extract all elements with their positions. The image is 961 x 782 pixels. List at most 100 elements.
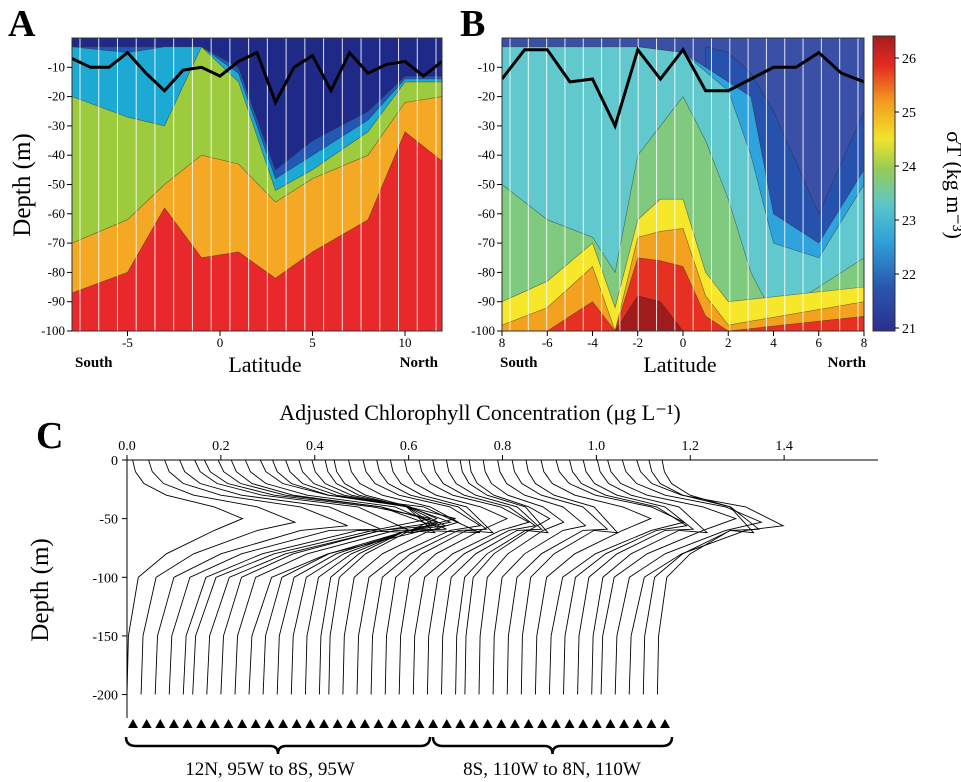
station-triangle: [291, 719, 302, 728]
y-tick-label: -150: [92, 630, 118, 645]
panel-a-north-label: North: [400, 355, 439, 371]
colorbar-label: σT (kg m⁻³): [942, 131, 961, 239]
y-tick-label: -30: [48, 118, 65, 133]
y-tick-label: -10: [478, 59, 495, 74]
y-tick-label: -50: [99, 513, 118, 528]
colorbar-tick-label: 26: [902, 52, 916, 67]
colorbar-gradient: [872, 35, 896, 332]
y-tick-label: -90: [48, 294, 65, 309]
x-tick-label: 1.2: [682, 439, 700, 454]
chlorophyll-profile: [182, 459, 415, 695]
contour-region-25-5: [502, 257, 864, 331]
x-tick-label: 0.0: [118, 439, 136, 454]
x-tick-label: 0.8: [494, 439, 512, 454]
colorbar-ticks: 21 22 23 24 25 26: [895, 52, 916, 337]
station-triangle: [155, 719, 166, 728]
station-triangle: [441, 719, 452, 728]
x-tick-label: 0.4: [306, 439, 324, 454]
colorbar: 21 22 23 24 25 26 σT (kg m⁻³): [872, 35, 961, 337]
chlorophyll-profile: [412, 459, 530, 695]
station-triangle: [632, 719, 643, 728]
y-tick-label: -100: [41, 323, 65, 338]
station-triangle: [523, 719, 534, 728]
x-tick-label: -2: [632, 335, 643, 350]
chlorophyll-profile: [577, 459, 695, 695]
x-tick-label: 5: [309, 335, 316, 350]
x-tick-label: 2: [725, 335, 732, 350]
panel-b-letter: B: [460, 3, 485, 45]
panel-b-south-label: South: [500, 355, 538, 371]
chlorophyll-profile: [370, 459, 488, 695]
chlorophyll-profile: [614, 459, 763, 695]
x-tick-label: 1.4: [775, 439, 793, 454]
station-triangle: [414, 719, 425, 728]
panel-a-ylabel: Depth (m): [9, 133, 36, 236]
x-tick-label: 4: [770, 335, 777, 350]
x-tick-label: 6: [816, 335, 823, 350]
panel-b-station-lines: [509, 38, 859, 331]
chlorophyll-profile: [304, 459, 442, 695]
chlorophyll-profile: [441, 459, 543, 695]
station-triangle: [537, 719, 548, 728]
chlorophyll-profile: [534, 459, 652, 695]
panel-c-ticks: 0.0 0.2 0.4 0.6 0.8 1.0 1.2 1.4 0 -50 -100 -150 -200: [92, 439, 793, 704]
y-tick-label: -100: [92, 571, 118, 586]
station-triangle: [305, 719, 316, 728]
station-triangle: [646, 719, 657, 728]
x-tick-label: 0.6: [400, 439, 418, 454]
chlorophyll-profile: [642, 459, 761, 695]
chlorophyll-profile: [126, 459, 244, 695]
chlorophyll-profile: [478, 459, 565, 695]
station-triangle: [264, 719, 275, 728]
y-tick-label: -90: [478, 294, 495, 309]
panel-a-mixed-layer-line: [72, 49, 442, 107]
bracket-1-label: 12N, 95W to 8S, 95W: [185, 759, 355, 780]
x-tick-label: -4: [587, 335, 598, 350]
x-tick-label: 8: [499, 335, 506, 350]
x-tick-label: 8: [861, 335, 868, 350]
y-tick-label: -70: [48, 235, 65, 250]
chlorophyll-profile: [492, 459, 587, 695]
panel-a-letter: A: [8, 3, 36, 45]
bracket-group-1: [124, 736, 432, 755]
x-tick-label: -6: [542, 335, 553, 350]
x-tick-label: 0: [217, 335, 224, 350]
chlorophyll-profile: [342, 459, 460, 695]
station-triangle: [359, 719, 370, 728]
y-tick-label: -30: [478, 118, 495, 133]
station-triangle: [550, 719, 561, 728]
chlorophyll-profile: [506, 459, 609, 695]
station-triangle: [182, 719, 193, 728]
chlorophyll-profile: [154, 459, 348, 695]
y-tick-label: -20: [48, 89, 65, 104]
colorbar-tick-label: 24: [902, 160, 916, 175]
chlorophyll-profile: [248, 459, 481, 695]
panel-b-north-label: North: [828, 355, 867, 371]
station-triangle: [237, 719, 248, 728]
chlorophyll-profile: [628, 459, 785, 695]
panel-c-xlabel: Adjusted Chlorophyll Concentration (μg L…: [279, 400, 681, 425]
x-tick-label: 10: [399, 335, 412, 350]
panel-c-ylabel: Depth (m): [27, 538, 54, 641]
station-triangle: [455, 719, 466, 728]
chlorophyll-profile: [276, 459, 453, 695]
chlorophyll-profile: [656, 459, 755, 695]
station-triangle: [373, 719, 384, 728]
y-tick-label: -10: [48, 59, 65, 74]
station-triangle: [196, 719, 207, 728]
panel-c-station-markers: [128, 719, 670, 728]
x-tick-label: -5: [122, 335, 133, 350]
station-triangle: [223, 719, 234, 728]
chlorophyll-profile: [234, 459, 447, 695]
chlorophyll-profile: [600, 459, 738, 695]
station-triangle: [128, 719, 138, 728]
x-tick-label: 1.0: [588, 439, 606, 454]
bracket-2-label: 8S, 110W to 8N, 110W: [463, 759, 641, 780]
panel-a-south-label: South: [75, 355, 113, 371]
station-triangle: [619, 719, 630, 728]
y-tick-label: -50: [478, 177, 495, 192]
chlorophyll-profile: [426, 459, 537, 695]
